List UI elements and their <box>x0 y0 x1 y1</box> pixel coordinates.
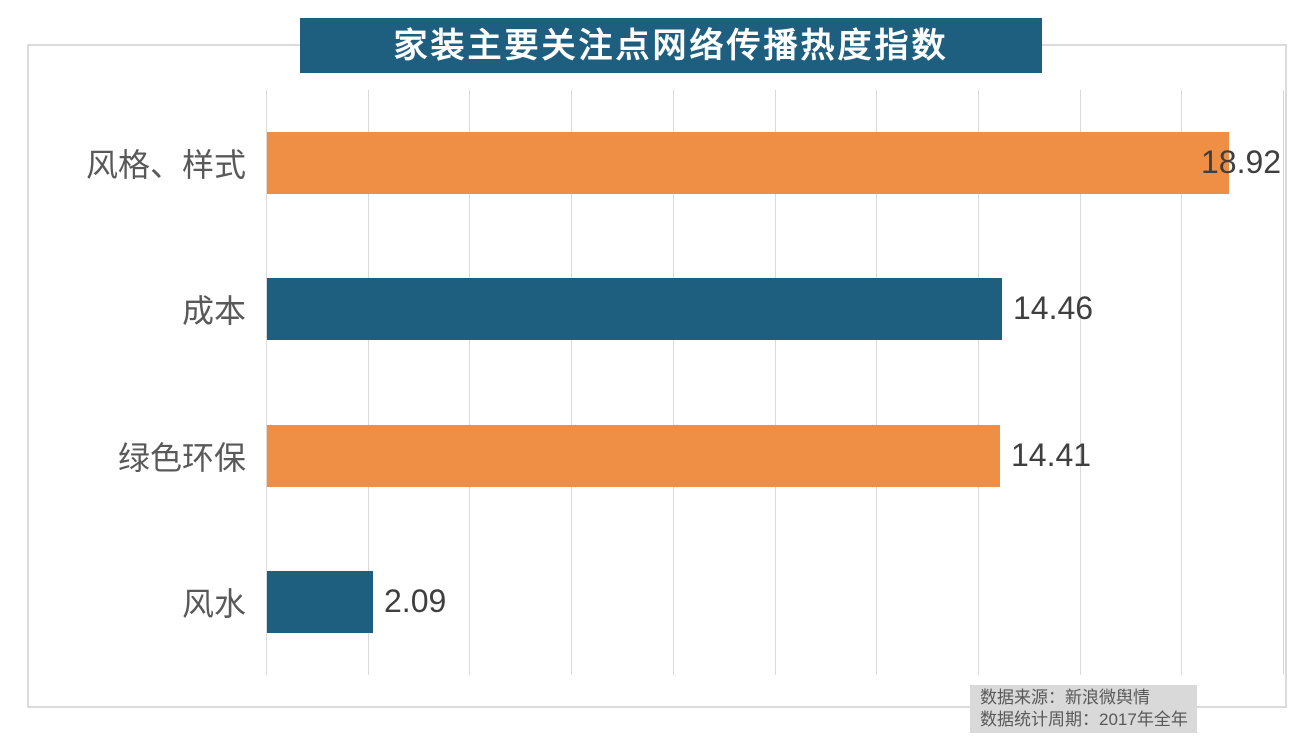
gridline <box>368 90 369 675</box>
source-note-line2: 数据统计周期：2017年全年 <box>980 710 1188 729</box>
bar-3 <box>267 424 1000 487</box>
bar-4 <box>267 570 373 633</box>
gridline <box>673 90 674 675</box>
source-note-line1: 数据来源：新浪微舆情 <box>980 688 1150 707</box>
source-note: 数据来源：新浪微舆情 数据统计周期：2017年全年 <box>970 685 1197 733</box>
category-label: 成本 <box>181 293 246 330</box>
gridline <box>1283 90 1284 675</box>
category-label: 风水 <box>181 585 246 622</box>
value-label: 18.92 <box>1201 144 1282 180</box>
bar-2 <box>267 278 1002 341</box>
bar-row: 2.09 <box>266 529 1283 675</box>
gridline <box>1080 90 1081 675</box>
value-label: 14.46 <box>1013 290 1094 327</box>
bar-row: 14.46 <box>266 236 1283 382</box>
bar-row: 14.41 <box>266 383 1283 529</box>
category-label: 风格、样式 <box>85 147 246 184</box>
gridline <box>1181 90 1182 675</box>
chart-title: 家装主要关注点网络传播热度指数 <box>300 18 1042 73</box>
gridline <box>571 90 572 675</box>
gridline <box>469 90 470 675</box>
gridline <box>775 90 776 675</box>
gridline <box>266 90 267 675</box>
gridline <box>876 90 877 675</box>
bar-row: 18.92 <box>266 90 1283 236</box>
value-label: 14.41 <box>1011 436 1092 473</box>
gridline <box>978 90 979 675</box>
value-label: 2.09 <box>384 582 447 619</box>
plot-area: 18.92 14.46 14.41 2.09 <box>266 90 1284 675</box>
category-label: 绿色环保 <box>117 439 246 476</box>
bar-1 <box>267 132 1229 194</box>
